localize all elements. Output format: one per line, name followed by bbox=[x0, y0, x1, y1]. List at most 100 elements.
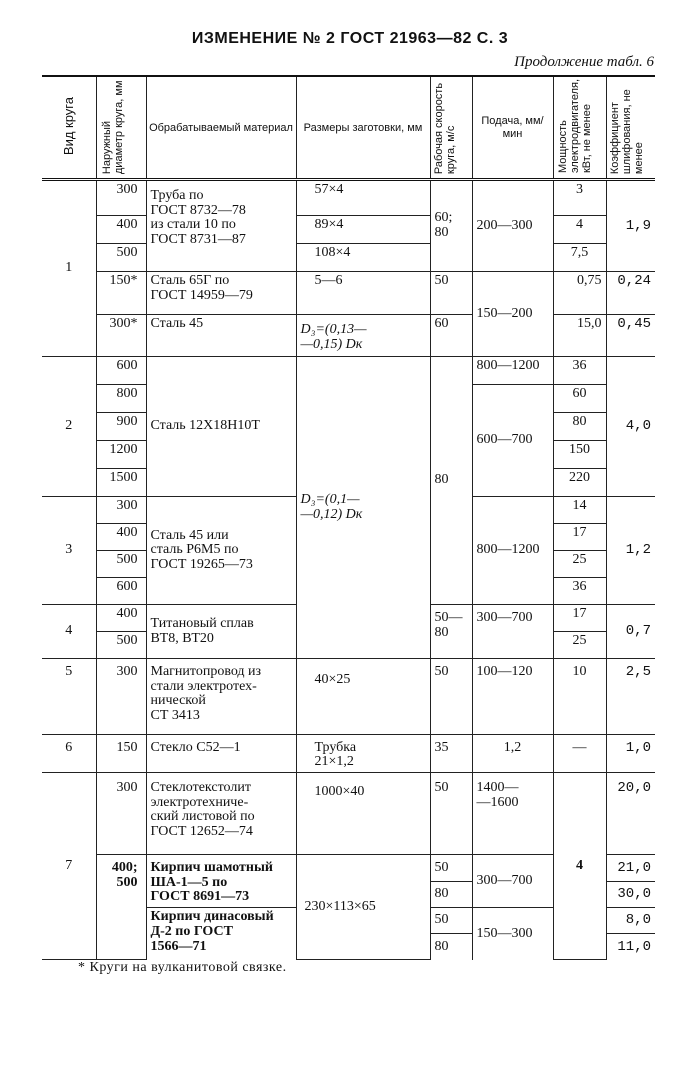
cell-feed: 100—120 bbox=[471, 658, 554, 736]
table-row: 500 25 bbox=[42, 631, 655, 660]
cell-coef: 4,0 bbox=[605, 356, 655, 498]
cell-power: 4 bbox=[552, 772, 607, 961]
table-row: 1 300 Труба по ГОСТ 8732—78 из стали 10 … bbox=[42, 179, 655, 358]
cell-power: 17 bbox=[552, 604, 607, 633]
cell-power: 220 bbox=[552, 468, 607, 498]
cell-size: 57×4 bbox=[295, 179, 431, 217]
table-row: 3 300 Сталь 45 или сталь Р6М5 по ГОСТ 19… bbox=[42, 496, 655, 606]
col-header-diameter: Наружный диаметр круга, мм bbox=[95, 75, 147, 182]
cell-diameter: 300 bbox=[95, 496, 147, 525]
cell-type: 4 bbox=[42, 604, 97, 660]
col-header-type: Вид круга bbox=[42, 75, 97, 182]
cell-power: 14 bbox=[552, 496, 607, 525]
cell-feed: 300—700 bbox=[471, 604, 554, 660]
cell-size: 230×113×65 bbox=[295, 854, 431, 961]
cell-feed: 200—300 bbox=[471, 179, 554, 273]
table-row: 2 600 Сталь 12Х18Н10Т D₃=(0,1— —0,12) Dк… bbox=[42, 356, 655, 660]
cell-diameter: 300 bbox=[95, 772, 147, 856]
table-row: 80 30,0 bbox=[42, 880, 655, 909]
table-row: 500 108×4 7,5 bbox=[42, 243, 655, 273]
cell-power: 0,75 bbox=[552, 271, 607, 316]
table-row: 80 11,0 bbox=[42, 933, 655, 960]
col-header-feed: Подача, мм/мин bbox=[471, 75, 554, 182]
table-row: 900 80 bbox=[42, 412, 655, 442]
cell-coef: 30,0 bbox=[605, 880, 655, 909]
cell-material: Магнитопровод из стали электротех- ничес… bbox=[145, 658, 297, 736]
table-row: 4 400 Титановый сплав ВТ8, ВТ20 50— 80 3… bbox=[42, 604, 655, 660]
table-row: 7 300 Стеклотекстолит электротехниче- ск… bbox=[42, 772, 655, 961]
table-row: 400; 500 Кирпич шамотный ША-1—5 по ГОСТ … bbox=[42, 854, 655, 961]
table-row: 6 150 Стекло С52—1 Трубка 21×1,2 35 1,2 … bbox=[42, 734, 655, 774]
cell-diameter: 500 bbox=[95, 550, 147, 579]
cell-material: Сталь 12Х18Н10Т bbox=[145, 356, 297, 498]
cell-power: 60 bbox=[552, 384, 607, 414]
cell-diameter: 150* bbox=[95, 271, 147, 316]
cell-type: 1 bbox=[42, 179, 97, 358]
cell-diameter: 500 bbox=[95, 243, 147, 273]
table-row: 400 89×4 4 bbox=[42, 215, 655, 245]
col-header-power: Мощность электродвигателя, кВт, не менее bbox=[552, 75, 607, 182]
cell-feed: 800—1200 bbox=[471, 496, 554, 606]
cell-material: Кирпич шамотный ША-1—5 по ГОСТ 8691—73 bbox=[145, 854, 297, 909]
cell-speed: 50 bbox=[429, 907, 473, 935]
cell-diameter: 800 bbox=[95, 384, 147, 414]
cell-speed: 50 bbox=[429, 772, 473, 856]
cell-power: 17 bbox=[552, 523, 607, 552]
cell-speed: 50 bbox=[429, 854, 473, 882]
table-row: 800 600—700 60 bbox=[42, 384, 655, 498]
cell-power: 25 bbox=[552, 550, 607, 579]
cell-power: 36 bbox=[552, 577, 607, 606]
cell-diameter: 300 bbox=[95, 658, 147, 736]
cell-size: 108×4 bbox=[295, 243, 431, 273]
cell-material: Сталь 65Г по ГОСТ 14959—79 bbox=[145, 271, 297, 316]
cell-size: 5—6 bbox=[295, 271, 431, 316]
table-row: 500 25 bbox=[42, 550, 655, 579]
cell-size: 89×4 bbox=[295, 215, 431, 245]
cell-speed: 50 bbox=[429, 658, 473, 736]
table-row: 1200 150 bbox=[42, 440, 655, 470]
table-row: 600 36 bbox=[42, 577, 655, 606]
cell-coef: 1,0 bbox=[605, 734, 655, 774]
cell-diameter: 900 bbox=[95, 412, 147, 442]
cell-coef: 0,45 bbox=[605, 314, 655, 358]
cell-diameter: 400 bbox=[95, 523, 147, 552]
cell-size: D₃=(0,13— —0,15) Dк bbox=[295, 314, 431, 358]
cell-size: 40×25 bbox=[295, 658, 431, 736]
cell-diameter: 1200 bbox=[95, 440, 147, 470]
cell-speed: 50 bbox=[429, 271, 473, 316]
table-row: Кирпич динасовый Д-2 по ГОСТ 1566—71 50 … bbox=[42, 907, 655, 960]
cell-power: 36 bbox=[552, 356, 607, 386]
cell-type: 5 bbox=[42, 658, 97, 736]
cell-size: D₃=(0,1— —0,12) Dк bbox=[295, 356, 431, 660]
cell-coef: 20,0 bbox=[605, 772, 655, 856]
cell-material: Кирпич динасовый Д-2 по ГОСТ 1566—71 bbox=[145, 907, 297, 960]
cell-type: 7 bbox=[42, 772, 97, 961]
cell-diameter: 150 bbox=[95, 734, 147, 774]
cell-diameter: 1500 bbox=[95, 468, 147, 498]
table-row: 1500 220 bbox=[42, 468, 655, 498]
cell-type: 2 bbox=[42, 356, 97, 498]
cell-speed: 60 bbox=[429, 314, 473, 358]
cell-material: Титановый сплав ВТ8, ВТ20 bbox=[145, 604, 297, 660]
cell-material: Труба по ГОСТ 8732—78 из стали 10 по ГОС… bbox=[145, 179, 297, 273]
cell-speed: 80 bbox=[429, 880, 473, 909]
cell-coef: 21,0 bbox=[605, 854, 655, 882]
col-header-coef: Коэффициент шлифования, не менее bbox=[605, 75, 655, 182]
cell-power: 4 bbox=[552, 215, 607, 245]
cell-power: 150 bbox=[552, 440, 607, 470]
cell-power: 25 bbox=[552, 631, 607, 660]
cell-power: 80 bbox=[552, 412, 607, 442]
cell-speed: 60; 80 bbox=[429, 179, 473, 273]
cell-feed: 600—700 bbox=[471, 384, 554, 498]
cell-coef: 1,2 bbox=[605, 496, 655, 606]
data-table: Вид круга Наружный диаметр круга, мм Обр… bbox=[42, 75, 655, 961]
cell-material: Сталь 45 bbox=[145, 314, 297, 358]
cell-feed: 800—1200 bbox=[471, 356, 554, 386]
cell-diameter: 600 bbox=[95, 577, 147, 606]
cell-power: 15,0 bbox=[552, 314, 607, 358]
cell-power: 3 bbox=[552, 179, 607, 217]
cell-speed: 80 bbox=[429, 933, 473, 960]
cell-type: 6 bbox=[42, 734, 97, 774]
cell-coef: 11,0 bbox=[605, 933, 655, 960]
cell-power: — bbox=[552, 734, 607, 774]
